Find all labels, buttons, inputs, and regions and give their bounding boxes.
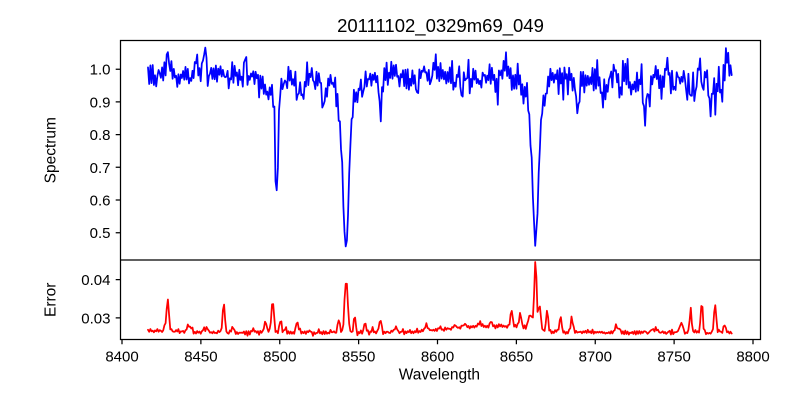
svg-text:8500: 8500 xyxy=(263,349,296,366)
svg-text:0.8: 0.8 xyxy=(90,127,111,144)
svg-text:8650: 8650 xyxy=(500,349,533,366)
svg-text:1.0: 1.0 xyxy=(90,62,111,79)
svg-text:0.03: 0.03 xyxy=(81,310,110,327)
svg-text:0.9: 0.9 xyxy=(90,94,111,111)
svg-text:0.6: 0.6 xyxy=(90,193,111,210)
svg-text:20111102_0329m69_049: 20111102_0329m69_049 xyxy=(337,15,544,37)
svg-text:8450: 8450 xyxy=(184,349,217,366)
svg-text:0.5: 0.5 xyxy=(90,225,111,242)
svg-text:Wavelength: Wavelength xyxy=(399,367,480,384)
svg-text:0.7: 0.7 xyxy=(90,160,111,177)
svg-text:8550: 8550 xyxy=(342,349,375,366)
svg-text:0.04: 0.04 xyxy=(81,272,110,289)
svg-text:8800: 8800 xyxy=(736,349,769,366)
svg-text:8600: 8600 xyxy=(421,349,454,366)
svg-text:Spectrum: Spectrum xyxy=(43,117,60,183)
svg-text:8400: 8400 xyxy=(105,349,138,366)
svg-text:Error: Error xyxy=(43,283,60,317)
svg-text:8700: 8700 xyxy=(579,349,612,366)
svg-text:8750: 8750 xyxy=(657,349,690,366)
